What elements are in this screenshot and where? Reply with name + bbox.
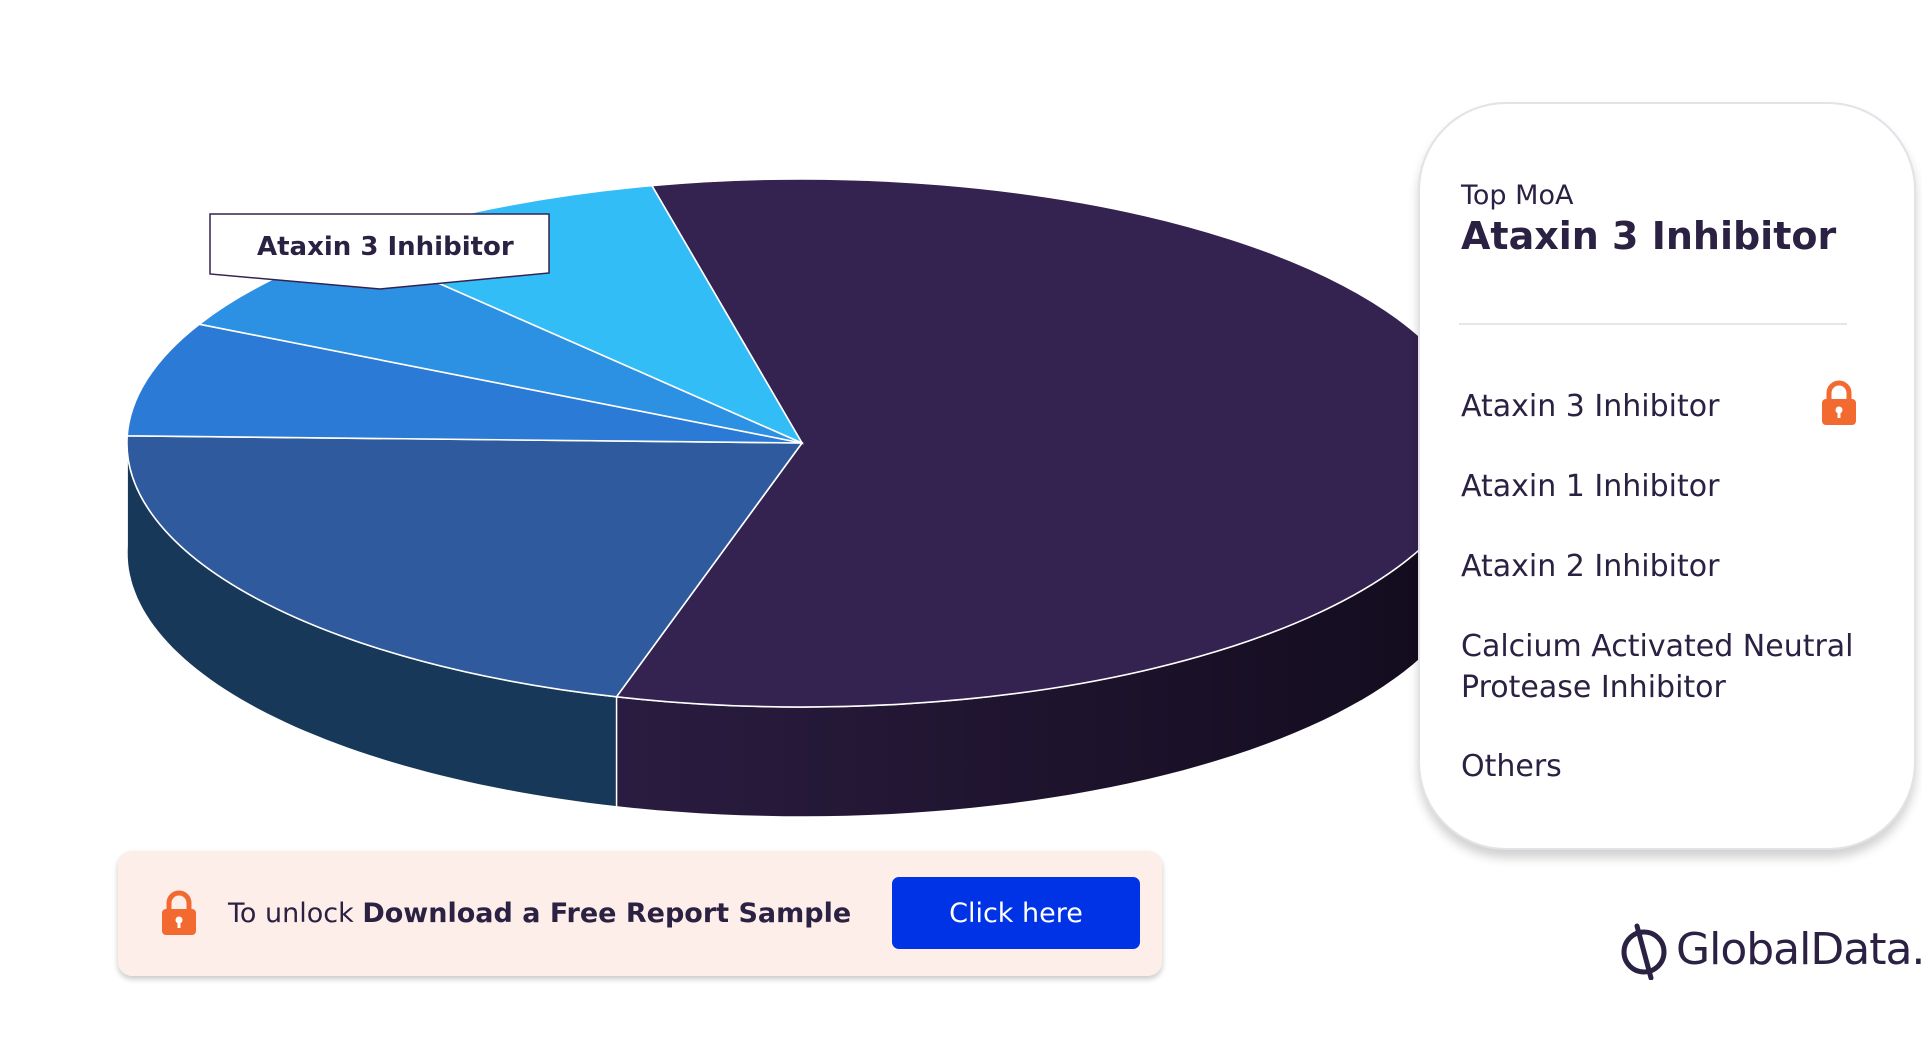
lock-icon[interactable] (1820, 380, 1858, 426)
legend-item[interactable]: Ataxin 2 Inhibitor (1461, 549, 1720, 584)
slice-callout-label: Ataxin 3 Inhibitor (257, 232, 514, 262)
unlock-prefix: To unlock (228, 898, 363, 929)
legend-divider (1459, 323, 1847, 325)
globaldata-logo-icon (1621, 923, 1667, 980)
click-here-button[interactable]: Click here (892, 877, 1140, 949)
legend-card (1418, 102, 1916, 850)
pie-slice-ataxin-1-inhibitor[interactable] (126, 434, 804, 698)
unlock-message: To unlock Download a Free Report Sample (228, 898, 851, 929)
legend-item[interactable]: Others (1461, 749, 1562, 784)
pie-slice-ataxin-2-inhibitor[interactable] (126, 323, 803, 444)
brand-name: GlobalData. (1676, 924, 1922, 975)
legend-item[interactable]: Calcium Activated Neutral Protease Inhib… (1461, 629, 1854, 705)
lock-icon (162, 890, 196, 935)
legend-title: Ataxin 3 Inhibitor (1461, 214, 1837, 258)
legend-item[interactable]: Ataxin 1 Inhibitor (1461, 469, 1720, 504)
unlock-offer: Download a Free Report Sample (362, 898, 852, 929)
legend-kicker: Top MoA (1461, 180, 1574, 211)
legend-item[interactable]: Ataxin 3 Inhibitor (1461, 389, 1720, 424)
